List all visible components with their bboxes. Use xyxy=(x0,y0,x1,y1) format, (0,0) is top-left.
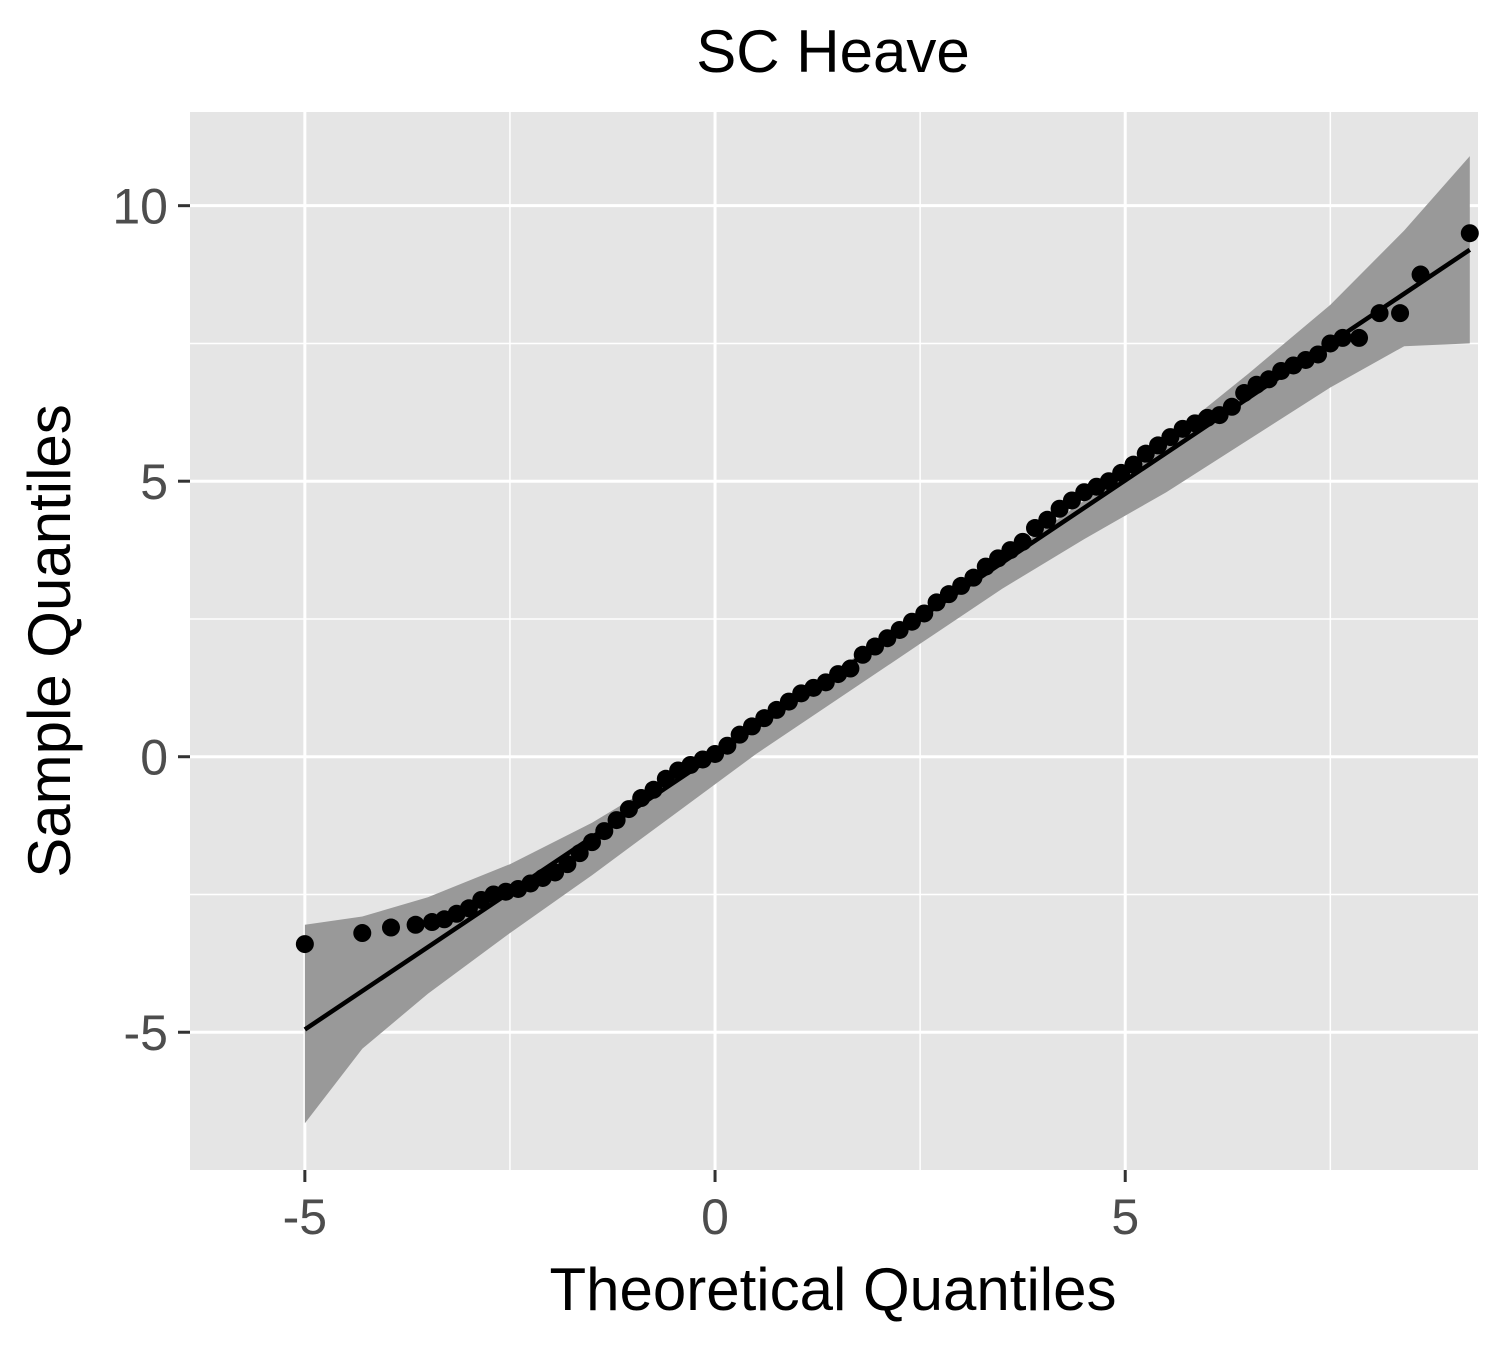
data-point xyxy=(718,736,737,755)
x-axis: -5 0 5 xyxy=(283,1170,1139,1245)
data-point xyxy=(1222,397,1241,416)
data-point xyxy=(381,918,400,937)
data-point xyxy=(607,811,626,830)
data-point xyxy=(1038,510,1057,529)
data-point xyxy=(1460,224,1479,243)
y-axis-title: Sample Quantiles xyxy=(16,404,83,878)
data-point xyxy=(841,659,860,678)
x-tick-label: -5 xyxy=(283,1189,327,1245)
data-point xyxy=(570,844,589,863)
chart-title: SC Heave xyxy=(696,18,969,85)
x-axis-title: Theoretical Quantiles xyxy=(550,1256,1117,1323)
data-point xyxy=(1411,265,1430,284)
y-axis: -5 0 5 10 xyxy=(112,179,190,1061)
data-point xyxy=(1370,304,1389,323)
data-point xyxy=(1309,345,1328,364)
data-point xyxy=(353,924,372,943)
y-tick-label: -5 xyxy=(124,1005,168,1061)
y-tick-label: 10 xyxy=(112,179,168,235)
x-tick-label: 5 xyxy=(1111,1189,1139,1245)
data-point xyxy=(1333,328,1352,347)
data-point xyxy=(1124,455,1143,474)
data-point xyxy=(406,915,425,934)
data-point xyxy=(915,604,934,623)
data-point xyxy=(558,855,577,874)
data-point xyxy=(295,935,314,954)
data-point xyxy=(1391,304,1410,323)
y-tick-label: 0 xyxy=(140,730,168,786)
data-point xyxy=(1013,532,1032,551)
data-point xyxy=(582,833,601,852)
data-points xyxy=(295,224,1479,954)
data-point xyxy=(964,568,983,587)
x-tick-label: 0 xyxy=(701,1189,729,1245)
data-point xyxy=(1350,328,1369,347)
y-tick-label: 5 xyxy=(140,454,168,510)
data-point xyxy=(644,780,663,799)
data-point xyxy=(619,800,638,819)
major-gridlines xyxy=(190,112,1478,1170)
data-point xyxy=(595,822,614,841)
